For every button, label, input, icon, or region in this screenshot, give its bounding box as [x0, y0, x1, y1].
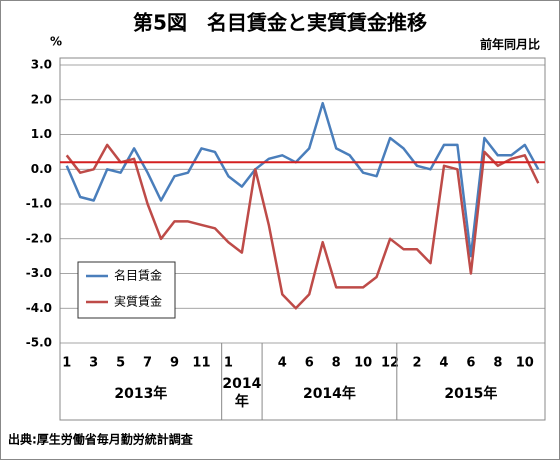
x-tick-label: 11	[192, 356, 210, 371]
group-label: 2015年	[444, 386, 498, 402]
y-tick-label: 2.0	[31, 92, 52, 106]
y-tick-label: 1.0	[31, 127, 52, 141]
x-tick-label: 1	[62, 356, 71, 371]
x-tick-label: 10	[354, 356, 372, 371]
x-tick-label: 5	[116, 356, 125, 371]
group-label: 2014年	[302, 386, 356, 402]
y-tick-label: -2.0	[26, 231, 52, 245]
x-tick-label: 9	[170, 356, 179, 371]
group-label: 2013年	[114, 386, 168, 402]
y-tick-label: 0.0	[31, 162, 52, 176]
subtitle: 前年同月比	[480, 37, 540, 52]
x-tick-label: 1	[224, 356, 233, 371]
x-tick-label: 6	[466, 356, 475, 371]
series-line	[65, 143, 540, 310]
y-tick-label: -4.0	[26, 301, 52, 315]
group-label: 2014年	[222, 376, 262, 410]
series-line	[65, 101, 540, 258]
y-tick-label: -1.0	[26, 197, 52, 211]
y-tick-label: -3.0	[26, 266, 52, 280]
x-tick-label: 4	[439, 356, 448, 371]
x-tick-label: 7	[143, 356, 152, 371]
y-tick-label: 3.0	[31, 58, 52, 72]
x-tick-label: 6	[305, 356, 314, 371]
x-tick-label: 8	[493, 356, 502, 371]
legend	[77, 261, 176, 319]
source: 出典:厚生労働省毎月勤労統計調査	[8, 432, 194, 447]
x-tick-label: 10	[516, 356, 534, 371]
y-tick-label: -5.0	[26, 336, 52, 350]
legend-label: 実質賃金	[114, 294, 162, 309]
legend-label: 名目賃金	[114, 268, 162, 283]
chart-title: 第5図 名目賃金と実質賃金推移	[133, 11, 427, 35]
x-tick-label: 3	[89, 356, 98, 371]
x-tick-label: 4	[278, 356, 287, 371]
unit-label: %	[50, 35, 62, 49]
x-tick-label: 12	[381, 356, 399, 371]
x-tick-label: 8	[332, 356, 341, 371]
x-tick-label: 2	[412, 356, 421, 371]
